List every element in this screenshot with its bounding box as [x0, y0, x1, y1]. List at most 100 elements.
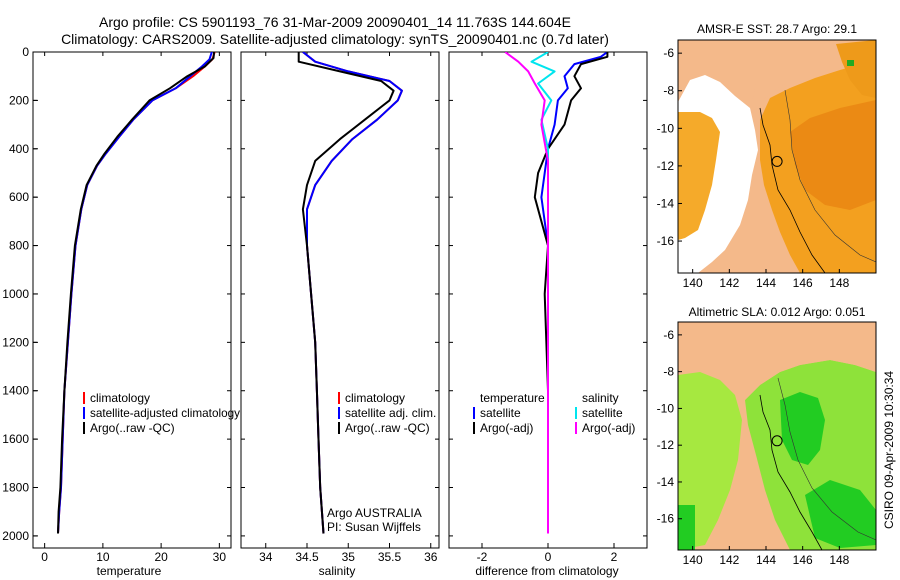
difference-x-axis: -2 0 2	[449, 51, 647, 564]
lon-tick-label: 148	[829, 553, 849, 567]
legend-label-climatology: climatology	[90, 391, 150, 405]
x-tick-label: -2	[477, 550, 488, 564]
salinity-series	[297, 52, 403, 534]
lat-tick-label: -16	[657, 234, 675, 248]
lat-tick-label: -10	[657, 401, 675, 415]
depth-tick-label: 800	[9, 239, 29, 253]
legend-label-temperature-argo: Argo(-adj)	[480, 421, 533, 435]
x-tick-label: 10	[96, 550, 110, 564]
depth-tick-label: 0	[22, 45, 29, 59]
sst-map-warm-water	[790, 100, 876, 210]
series-line-argo-raw-qc	[297, 52, 395, 534]
lon-tick-label: 142	[719, 553, 739, 567]
lat-tick-label: -12	[657, 438, 675, 452]
lat-tick-label: -10	[657, 121, 675, 135]
legend-label-salinity-argo: Argo(-adj)	[582, 421, 635, 435]
sla-map-axes: 140 142 144 146 148 -6 -8 -10 -12 -14 -16	[657, 328, 850, 567]
lon-tick-label: 144	[756, 553, 776, 567]
sla-map-png-land	[740, 322, 876, 400]
sla-map	[678, 322, 876, 550]
lat-tick-label: -12	[657, 159, 675, 173]
lon-tick-label: 144	[756, 276, 776, 290]
temperature-panel-frame	[32, 51, 232, 549]
salinity-x-label: salinity	[319, 564, 356, 578]
series-line-temperature-argo-adj	[533, 52, 609, 534]
salinity-panel-frame	[240, 51, 440, 549]
lon-tick-label: 140	[683, 276, 703, 290]
temperature-x-axis: 0 10 20 30	[33, 51, 231, 564]
legend-title-salinity: salinity	[582, 391, 619, 405]
sla-map-title: Altimetric SLA: 0.012 Argo: 0.051	[689, 305, 866, 319]
series-line-argo-raw-qc	[57, 52, 216, 534]
timestamp-side-label: CSIRO 09-Apr-2009 10:30:34	[882, 371, 896, 529]
figure-title-line-2: Climatology: CARS2009. Satellite-adjuste…	[61, 31, 609, 47]
legend-label-satellite-adjusted: satellite-adjusted climatology	[90, 406, 240, 420]
sst-map-reef-contour	[784, 89, 876, 263]
sst-map	[678, 40, 876, 273]
lat-tick-label: -6	[663, 328, 674, 342]
salinity-x-axis: 34 34.5 35 35.5 36	[241, 51, 439, 564]
pi-label: PI: Susan Wijffels	[327, 520, 421, 534]
depth-tick-label: 1000	[2, 287, 29, 301]
sst-map-argo-location-marker	[771, 155, 783, 167]
temperature-legend: climatology satellite-adjusted climatolo…	[83, 391, 240, 435]
lon-tick-label: 146	[793, 553, 813, 567]
argo-australia-label: Argo AUSTRALIA	[327, 506, 422, 520]
depth-tick-label: 200	[9, 93, 29, 107]
legend-label-temperature-satellite: satellite	[480, 406, 521, 420]
x-tick-label: 20	[154, 550, 168, 564]
sla-map-high-sla-patch	[780, 392, 825, 465]
depth-tick-label: 400	[9, 142, 29, 156]
x-tick-label: 34.5	[295, 550, 319, 564]
x-tick-label: 0	[545, 550, 552, 564]
sla-map-reef-contour	[777, 377, 876, 541]
depth-axis: 0 200 400 600 800 1000 1200 1400 1600 1800 2000	[2, 45, 38, 543]
x-tick-label: 35.5	[378, 550, 402, 564]
figure-title-line-1: Argo profile: CS 5901193_76 31-Mar-2009 …	[99, 14, 571, 30]
sst-map-axes: 140 142 144 146 148 -6 -8 -10 -12 -14 -16	[657, 46, 850, 290]
lat-tick-label: -8	[663, 84, 674, 98]
sst-map-north-water	[836, 40, 876, 98]
lat-tick-label: -8	[663, 365, 674, 379]
sst-map-green-pixel	[847, 60, 854, 66]
lon-tick-label: 146	[793, 276, 813, 290]
difference-series	[504, 52, 609, 534]
legend-label-climatology: climatology	[345, 391, 405, 405]
temperature-x-label: temperature	[97, 564, 162, 578]
legend-label-satellite-adj: satellite adj. clim.	[345, 406, 436, 420]
legend-label-argo: Argo(..raw -QC)	[90, 421, 175, 435]
sst-map-gulf-water	[678, 112, 720, 240]
x-tick-label: 2	[611, 550, 618, 564]
lon-tick-label: 140	[683, 553, 703, 567]
sla-map-coastline	[759, 394, 823, 550]
sst-map-frame	[677, 39, 877, 274]
lat-tick-label: -16	[657, 512, 675, 526]
sla-map-high-sla-patch-south	[805, 480, 876, 548]
temperature-series	[57, 52, 216, 534]
x-tick-label: 34	[259, 550, 273, 564]
sst-map-title: AMSR-E SST: 28.7 Argo: 29.1	[697, 22, 857, 36]
sla-map-argo-location-marker	[771, 435, 783, 447]
legend-label-salinity-satellite: satellite	[582, 406, 623, 420]
depth-tick-label: 1600	[2, 432, 29, 446]
depth-tick-label: 2000	[2, 529, 29, 543]
series-line-salinity-argo-adj	[504, 52, 549, 534]
lat-tick-label: -6	[663, 46, 674, 60]
legend-title-temperature: temperature	[480, 391, 545, 405]
lat-tick-label: -14	[657, 475, 675, 489]
depth-tick-label: 1400	[2, 384, 29, 398]
x-tick-label: 30	[213, 550, 227, 564]
legend-label-argo: Argo(..raw -QC)	[345, 421, 430, 435]
lat-tick-label: -14	[657, 196, 675, 210]
sst-map-coastline	[759, 107, 826, 273]
x-tick-label: 36	[424, 550, 438, 564]
sla-map-high-sla-patch-west	[678, 505, 695, 550]
depth-tick-label: 1200	[2, 335, 29, 349]
x-tick-label: 35	[342, 550, 356, 564]
difference-legend: temperature satellite Argo(-adj) salinit…	[473, 391, 635, 435]
lon-tick-label: 148	[829, 276, 849, 290]
sla-map-frame	[677, 321, 877, 551]
lon-tick-label: 142	[719, 276, 739, 290]
depth-tick-label: 600	[9, 190, 29, 204]
